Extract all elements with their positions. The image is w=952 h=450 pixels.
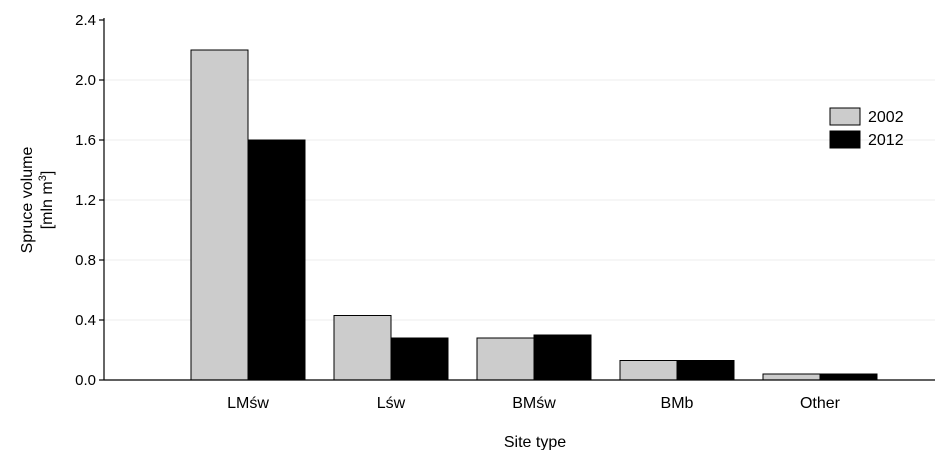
x-axis-title: Site type <box>504 434 566 450</box>
y-tick-label: 1.6 <box>75 132 96 149</box>
bars <box>190 49 878 381</box>
bar-2012 <box>247 139 306 381</box>
y-axis-unit-superscript: 3 <box>37 175 49 181</box>
y-tick-label: 0.4 <box>75 312 96 329</box>
x-tick-label: Lśw <box>377 395 406 412</box>
bar-2002 <box>619 360 678 381</box>
bar-2012 <box>533 334 592 381</box>
bar-2012 <box>819 373 878 381</box>
y-axis-title-line1: Spruce volume <box>19 147 36 254</box>
x-tick-label: BMśw <box>512 395 556 412</box>
bar-2002 <box>190 49 249 381</box>
legend-label-2002: 2002 <box>868 109 904 126</box>
y-axis-unit-prefix: [mln m <box>39 181 56 229</box>
y-axis-title-line2: [mln m3] <box>37 171 56 230</box>
y-tick-label: 2.4 <box>75 12 96 29</box>
legend: 2002 2012 <box>829 107 904 149</box>
legend-label-2012: 2012 <box>868 132 904 149</box>
legend-swatch-2012 <box>829 130 861 149</box>
x-tick-label: BMb <box>661 395 694 412</box>
bar-2002 <box>476 337 535 381</box>
y-axis-title: Spruce volume [mln m3] <box>19 147 56 254</box>
x-tick-label: Other <box>800 395 841 412</box>
y-ticks: 0.0 0.4 0.8 1.2 1.6 2.0 2.4 <box>75 12 104 389</box>
y-tick-label: 1.2 <box>75 192 96 209</box>
legend-swatch-2002 <box>829 107 861 126</box>
y-tick-label: 2.0 <box>75 72 96 89</box>
y-tick-label: 0.8 <box>75 252 96 269</box>
bar-2002 <box>762 373 821 381</box>
x-tick-labels: LMśw Lśw BMśw BMb Other <box>227 395 841 412</box>
y-tick-label: 0.0 <box>75 372 96 389</box>
x-tick-label: LMśw <box>227 395 269 412</box>
bar-2012 <box>676 360 735 381</box>
bar-2012 <box>390 337 449 381</box>
y-axis-unit-suffix: ] <box>39 171 56 175</box>
bar-2002 <box>333 315 392 381</box>
